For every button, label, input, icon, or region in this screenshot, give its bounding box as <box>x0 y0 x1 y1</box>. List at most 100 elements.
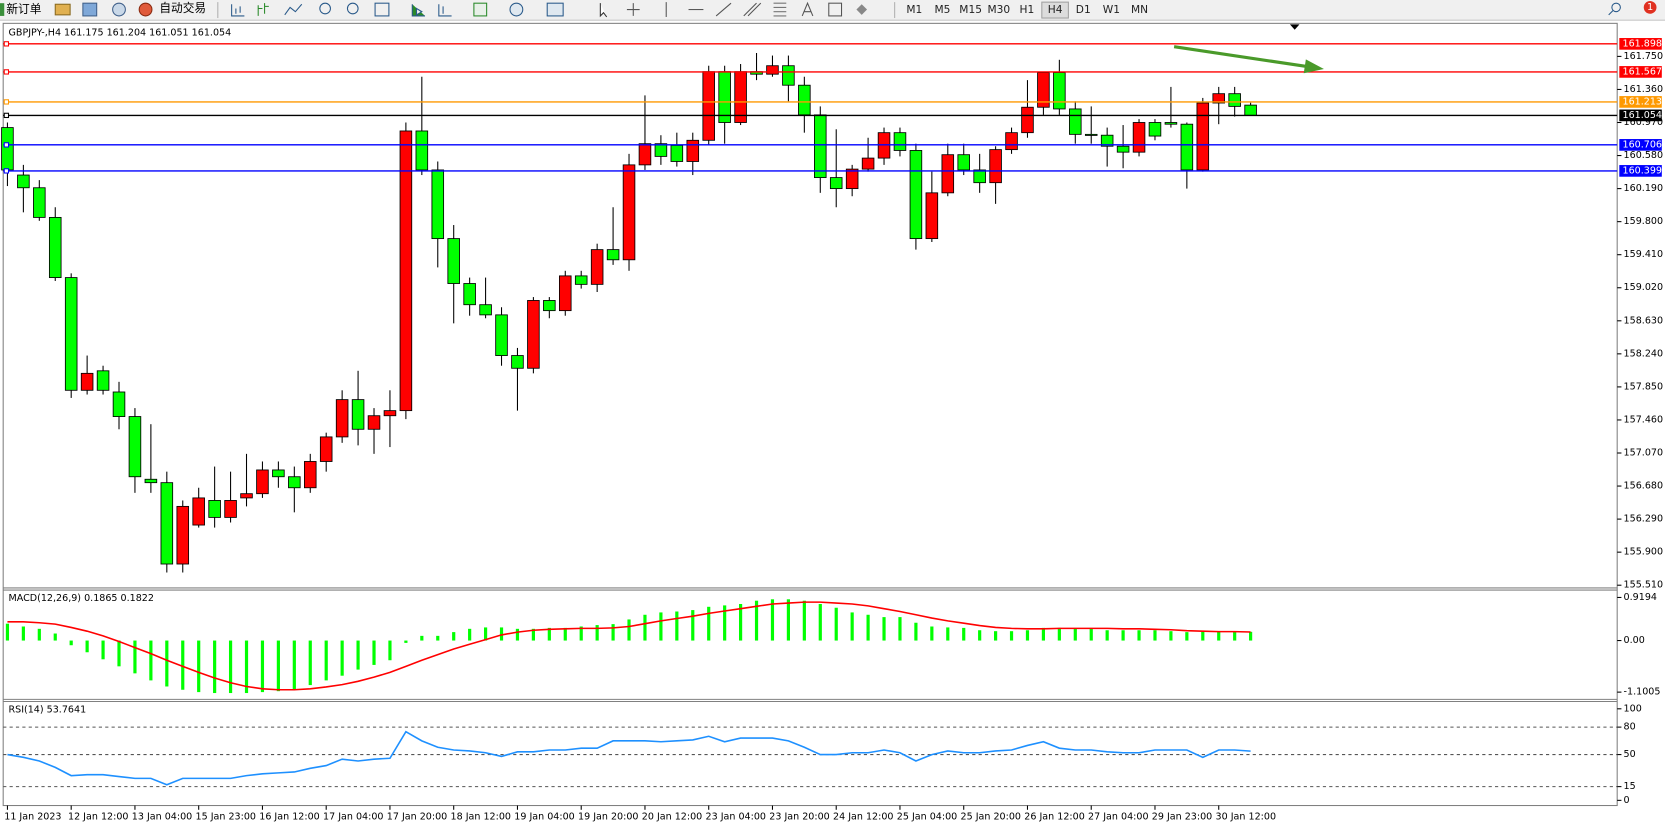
timeframe-button[interactable]: M1 <box>906 3 922 16</box>
timeframe-button[interactable]: M15 <box>959 3 982 16</box>
cursor-tool[interactable] <box>599 3 608 18</box>
timeframe-button[interactable]: H1 <box>1020 3 1035 16</box>
candle-body <box>909 150 923 240</box>
line-tool[interactable] <box>284 3 303 16</box>
arrow-shaft <box>1173 45 1310 69</box>
level-label-box <box>1619 109 1662 122</box>
candle-body <box>288 476 301 489</box>
zoom-out[interactable] <box>346 2 359 15</box>
candle-body <box>1069 108 1082 135</box>
timeframe-button[interactable]: MN <box>1131 3 1148 16</box>
timeframe-button[interactable]: M30 <box>987 3 1010 16</box>
timeframe-label: D1 <box>1076 3 1091 16</box>
timeframe-button[interactable]: M5 <box>935 3 951 16</box>
candle-body <box>335 399 349 438</box>
y-tick-label: 159.410 <box>1624 249 1664 260</box>
periods[interactable] <box>509 2 524 17</box>
y-tick-label: 159.020 <box>1624 282 1664 293</box>
candle-body <box>654 143 668 157</box>
candle-body <box>495 314 508 356</box>
arrow-head <box>1303 59 1324 74</box>
price-chart-title: GBPJPY-,H4 161.175 161.204 161.051 161.0… <box>9 27 232 38</box>
fibo-tool[interactable] <box>773 2 787 17</box>
y-tick-label: 157.070 <box>1624 448 1664 459</box>
candle-body <box>1005 132 1018 151</box>
candle-body <box>1 127 14 171</box>
search-button[interactable] <box>1608 2 1621 16</box>
candle-tool[interactable] <box>257 3 269 16</box>
zoom-in[interactable] <box>319 2 331 15</box>
y-tick-label: 100 <box>1624 703 1642 714</box>
candle-body <box>272 469 285 478</box>
chart-shift[interactable] <box>438 4 452 17</box>
notifications[interactable]: 1 <box>1643 1 1657 14</box>
annotation-arrow <box>1173 45 1324 74</box>
candle-body <box>1212 93 1226 104</box>
candle-body <box>670 144 684 162</box>
level-handle <box>3 99 10 105</box>
candle-body <box>1053 72 1066 110</box>
candle-body <box>80 372 94 391</box>
channel-tool[interactable] <box>743 2 762 17</box>
candle-body <box>829 177 843 190</box>
y-tick-label: 159.800 <box>1624 216 1664 227</box>
candle-body <box>367 415 381 430</box>
candle-body <box>256 469 269 495</box>
indicators[interactable] <box>473 2 488 17</box>
candle-body <box>957 154 970 171</box>
autoscroll[interactable] <box>411 4 426 17</box>
bar-chart-tool[interactable] <box>231 4 245 17</box>
label-tool[interactable] <box>828 2 843 17</box>
level-label: 161.054 <box>1622 110 1662 121</box>
rsi-title: RSI(14) 53.7641 <box>9 705 87 716</box>
y-tick-label: 156.680 <box>1624 481 1664 492</box>
trendline-tool[interactable] <box>715 2 732 17</box>
candle-body <box>782 65 795 86</box>
candle-body <box>622 164 636 261</box>
crosshair-tool[interactable] <box>626 3 640 16</box>
level-label-box <box>1619 66 1662 78</box>
candle-body <box>973 169 986 184</box>
indicator-line <box>7 601 1251 691</box>
auto-trading-button[interactable]: 自动交易 <box>138 1 206 17</box>
timeframe-button[interactable]: H4 <box>1041 1 1069 19</box>
candle-body <box>383 410 397 417</box>
candle-body <box>447 238 460 284</box>
candle-body <box>64 277 78 391</box>
candle-body <box>845 168 859 190</box>
y-tick-label: 160.580 <box>1624 150 1664 161</box>
timeframe-button[interactable]: D1 <box>1076 3 1091 16</box>
candle-body <box>543 300 556 312</box>
level-label-box <box>1619 165 1662 177</box>
level-label: 160.706 <box>1622 139 1662 150</box>
candle-body <box>941 154 955 194</box>
new-order-button[interactable]: 新订单 <box>0 2 42 16</box>
candle-body <box>638 143 652 166</box>
candle-body <box>1116 145 1130 153</box>
timeframe-label: MN <box>1131 3 1148 16</box>
x-tick-label: 19 Jan 20:00 <box>578 812 638 823</box>
y-tick-label: 15 <box>1624 781 1636 792</box>
icon <box>82 2 98 17</box>
level-label: 161.213 <box>1622 96 1662 107</box>
candle-body <box>160 482 174 565</box>
text-tool[interactable] <box>801 1 814 17</box>
shift-marker <box>1289 24 1300 30</box>
timeframe-button[interactable]: W1 <box>1103 3 1120 16</box>
tile-windows[interactable] <box>374 2 390 17</box>
indicator-line <box>7 730 1251 786</box>
y-tick-label: 0.00 <box>1624 635 1645 646</box>
y-tick-label: 160.190 <box>1624 183 1664 194</box>
timeframe-label: M15 <box>959 3 982 16</box>
timeframe-label: H1 <box>1020 3 1035 16</box>
level-label-box <box>1619 38 1662 50</box>
x-tick-label: 17 Jan 20:00 <box>387 812 447 823</box>
templates[interactable] <box>546 2 564 17</box>
candle-body <box>1196 102 1210 171</box>
toolbar-icons <box>54 2 126 17</box>
x-tick-label: 25 Jan 04:00 <box>897 812 957 823</box>
x-tick-label: 30 Jan 12:00 <box>1216 812 1276 823</box>
notification-count: 1 <box>1647 2 1653 13</box>
candle-body <box>319 436 333 462</box>
level-label: 161.898 <box>1622 38 1662 49</box>
